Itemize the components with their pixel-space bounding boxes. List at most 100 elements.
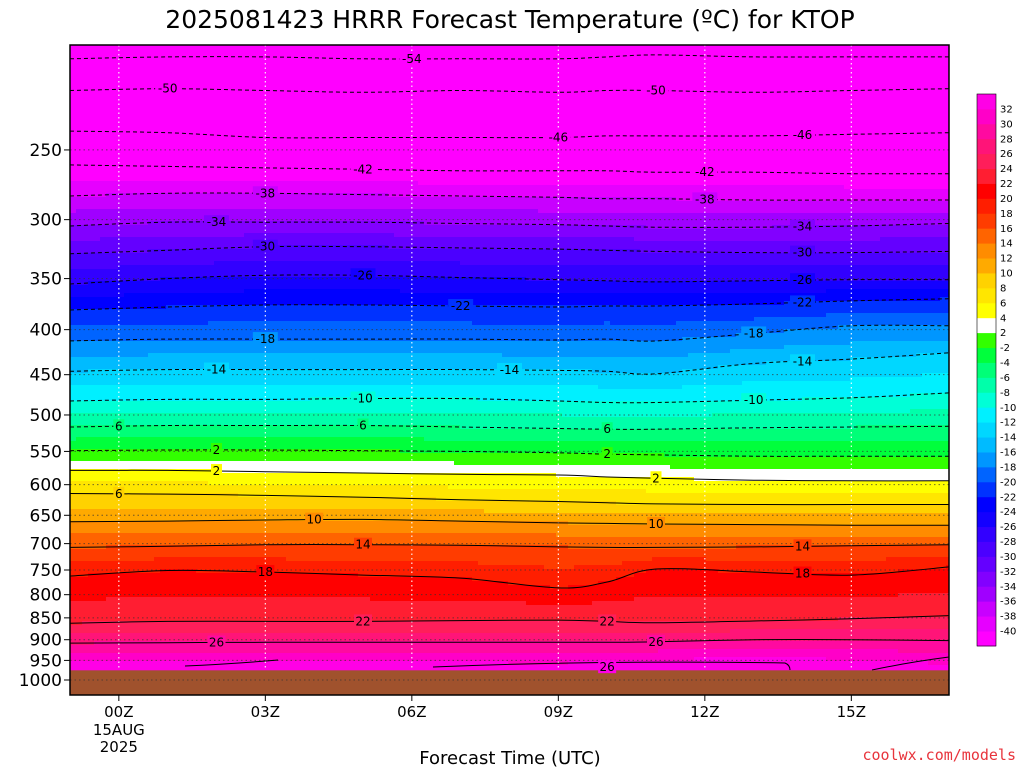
temperature-cell bbox=[442, 621, 449, 634]
temperature-cell bbox=[646, 621, 653, 634]
temperature-cell bbox=[370, 633, 377, 642]
temperature-cell bbox=[640, 505, 647, 514]
temperature-cell bbox=[94, 549, 101, 562]
temperature-cell bbox=[328, 221, 335, 234]
temperature-cell bbox=[742, 441, 749, 458]
temperature-cell bbox=[214, 533, 221, 546]
temperature-cell bbox=[436, 321, 443, 342]
temperature-cell bbox=[760, 537, 767, 546]
temperature-cell bbox=[364, 181, 371, 194]
temperature-cell bbox=[406, 237, 413, 250]
temperature-cell bbox=[856, 357, 863, 378]
temperature-cell bbox=[712, 241, 719, 254]
temperature-cell bbox=[838, 545, 845, 562]
temperature-cell bbox=[388, 397, 395, 414]
temperature-cell bbox=[436, 293, 443, 306]
temperature-cell bbox=[436, 601, 443, 622]
temperature-cell bbox=[688, 185, 695, 202]
temperature-cell bbox=[154, 633, 161, 642]
temperature-cell bbox=[244, 509, 251, 522]
temperature-cell bbox=[658, 341, 665, 358]
temperature-cell bbox=[682, 241, 689, 254]
temperature-cell bbox=[202, 521, 209, 534]
temperature-cell bbox=[724, 469, 731, 482]
temperature-cell bbox=[424, 209, 431, 226]
temperature-cell bbox=[166, 385, 173, 402]
temperature-cell bbox=[346, 321, 353, 342]
temperature-cell bbox=[700, 253, 707, 266]
temperature-cell bbox=[826, 629, 833, 642]
temperature-cell bbox=[616, 429, 623, 442]
temperature-cell bbox=[826, 621, 833, 630]
temperature-cell bbox=[166, 401, 173, 414]
temperature-cell bbox=[340, 397, 347, 414]
temperature-cell bbox=[190, 45, 197, 182]
temperature-cell bbox=[268, 509, 275, 522]
temperature-cell bbox=[742, 265, 749, 282]
temperature-cell bbox=[610, 653, 617, 662]
temperature-cell bbox=[160, 45, 167, 182]
temperature-cell bbox=[220, 461, 227, 474]
temperature-cell bbox=[592, 453, 599, 466]
temperature-cell bbox=[406, 601, 413, 622]
temperature-cell bbox=[850, 45, 857, 190]
temperature-cell bbox=[268, 385, 275, 402]
temperature-cell bbox=[136, 45, 143, 182]
temperature-cell bbox=[88, 509, 95, 522]
temperature-cell bbox=[196, 533, 203, 546]
temperature-cell bbox=[694, 569, 701, 598]
temperature-cell bbox=[604, 45, 611, 186]
temperature-cell bbox=[730, 45, 737, 186]
temperature-cell bbox=[766, 413, 773, 430]
temperature-cell bbox=[382, 413, 389, 426]
temperature-cell bbox=[328, 425, 335, 438]
temperature-cell bbox=[220, 237, 227, 250]
temperature-cell bbox=[226, 493, 233, 510]
temperature-cell bbox=[556, 453, 563, 466]
temperature-cell bbox=[436, 577, 443, 602]
temperature-cell bbox=[274, 413, 281, 426]
temperature-cell bbox=[802, 317, 809, 330]
temperature-cell bbox=[706, 45, 713, 186]
temperature-cell bbox=[160, 533, 167, 546]
temperature-cell bbox=[220, 557, 227, 574]
temperature-cell bbox=[670, 293, 677, 306]
temperature-cell bbox=[442, 293, 449, 306]
temperature-cell bbox=[268, 369, 275, 386]
temperature-cell bbox=[562, 521, 569, 538]
temperature-cell bbox=[346, 305, 353, 322]
temperature-cell bbox=[136, 641, 143, 654]
temperature-cell bbox=[142, 633, 149, 642]
temperature-cell bbox=[322, 261, 329, 278]
temperature-cell bbox=[190, 209, 197, 222]
temperature-cell bbox=[346, 181, 353, 194]
temperature-cell bbox=[310, 193, 317, 210]
temperature-cell bbox=[556, 501, 563, 514]
temperature-cell bbox=[808, 629, 815, 642]
temperature-cell bbox=[238, 209, 245, 222]
temperature-cell bbox=[736, 401, 743, 414]
temperature-cell bbox=[274, 233, 281, 246]
temperature-cell bbox=[280, 289, 287, 306]
temperature-cell bbox=[370, 289, 377, 306]
temperature-cell bbox=[220, 249, 227, 262]
temperature-cell bbox=[514, 601, 521, 622]
temperature-cell bbox=[592, 633, 599, 642]
temperature-cell bbox=[76, 461, 83, 470]
temperature-cell bbox=[136, 573, 143, 598]
temperature-cell bbox=[166, 293, 173, 306]
temperature-cell bbox=[244, 221, 251, 234]
temperature-cell bbox=[400, 45, 407, 182]
temperature-cell bbox=[424, 341, 431, 354]
temperature-cell bbox=[652, 429, 659, 442]
temperature-cell bbox=[754, 649, 761, 658]
temperature-cell bbox=[670, 557, 677, 570]
temperature-cell bbox=[700, 385, 707, 402]
temperature-cell bbox=[430, 653, 437, 662]
temperature-cell bbox=[142, 481, 149, 494]
temperature-cell bbox=[694, 401, 701, 418]
temperature-cell bbox=[322, 341, 329, 354]
temperature-cell bbox=[304, 305, 311, 322]
temperature-cell bbox=[424, 397, 431, 414]
temperature-cell bbox=[508, 293, 515, 306]
